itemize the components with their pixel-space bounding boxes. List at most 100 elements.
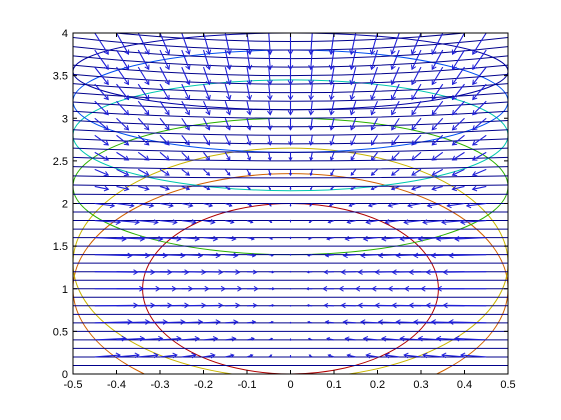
y-axis-ticks: 0 0.5 1 1.5 2 2.5 3 3.5 4 (53, 28, 508, 381)
quiver-arrow (361, 321, 378, 324)
quiver-arrow (181, 168, 190, 176)
quiver-arrow (330, 118, 335, 130)
quiver-arrow-head (288, 157, 293, 162)
quiver-arrow-head (451, 79, 457, 86)
quiver-arrow (350, 49, 357, 70)
quiver-arrow-head (390, 186, 396, 191)
quiver-arrow (325, 321, 335, 324)
quiver-arrow (159, 237, 181, 240)
quiver-arrow-head (144, 185, 150, 192)
quiver-arrow-head (103, 125, 109, 131)
quiver-arrow-head (430, 319, 436, 325)
quiver-arrow-head (350, 156, 355, 161)
quiver-arrow-head (233, 319, 239, 326)
quiver-arrow-head (144, 64, 150, 71)
quiver-arrow (116, 117, 129, 131)
quiver-arrow-head (451, 64, 457, 71)
quiver-arrow-head (308, 110, 314, 116)
quiver-arrow-head (109, 202, 116, 209)
quiver-arrow (371, 135, 378, 146)
quiver-arrow-head (340, 269, 346, 275)
quiver-arrow-head (287, 49, 294, 56)
quiver-arrow-head (226, 64, 232, 71)
quiver-arrow (94, 168, 109, 176)
quiver-arrow-head (164, 125, 170, 131)
quiver-arrow-head (377, 252, 384, 259)
quiver-arrow (246, 118, 251, 130)
quiver-arrow (268, 118, 271, 130)
quiver-arrow-head (411, 64, 417, 71)
quiver-arrow-head (370, 79, 376, 86)
quiver-arrow-head (326, 236, 330, 241)
x-tick-label: -0.1 (238, 379, 257, 391)
quiver-arrow-head (365, 352, 371, 359)
quiver-arrow-head (164, 140, 170, 146)
quiver-arrow (431, 100, 444, 115)
quiver-arrow (203, 337, 218, 341)
quiver-arrow (181, 33, 190, 55)
quiver-dot (289, 322, 292, 324)
quiver-arrow-head (431, 155, 437, 161)
quiver-arrow-head (185, 171, 191, 176)
quiver-arrow (246, 84, 251, 100)
quiver-arrow (472, 66, 487, 85)
quiver-arrow-head (233, 252, 239, 259)
quiver-arrow-head (472, 125, 478, 131)
quiver-arrow (116, 354, 140, 358)
quiver-arrow (203, 135, 210, 146)
quiver-arrow (361, 254, 378, 257)
quiver-arrow (116, 202, 134, 207)
quiver-arrow-head (103, 49, 109, 55)
quiver-arrow-head (329, 110, 335, 116)
quiver-arrow-head (271, 254, 274, 257)
quiver-arrow (159, 151, 170, 161)
quiver-arrow-head (362, 235, 369, 242)
quiver-arrow-head (307, 237, 311, 240)
quiver-arrow (431, 66, 444, 85)
quiver-arrow (391, 185, 400, 190)
quiver-arrow-head (357, 269, 363, 275)
quiver-arrow (381, 237, 400, 240)
quiver-arrow (94, 66, 109, 85)
quiver-arrow-head (451, 49, 457, 55)
quiver-arrow-head (381, 335, 387, 342)
x-tick-label: -0.3 (151, 379, 170, 391)
quiver-arrow-head (249, 203, 253, 207)
quiver-arrow-head (411, 186, 416, 191)
quiver-arrow-head (228, 203, 233, 207)
quiver-arrow-head (235, 302, 241, 309)
quiver-arrow (268, 84, 271, 100)
quiver-arrow-head (158, 335, 164, 342)
quiver-arrow (159, 321, 185, 324)
quiver-arrow (452, 100, 465, 116)
quiver-arrow-head (442, 302, 448, 309)
quiver-arrow (370, 83, 379, 100)
quiver-arrow (407, 202, 422, 207)
quiver-arrow-head (252, 269, 258, 275)
quiver-arrow (138, 254, 167, 257)
quiver-arrow-head (431, 79, 437, 86)
quiver-arrow-head (246, 94, 253, 101)
quiver-arrow-head (448, 319, 454, 325)
quiver-arrow-head (328, 79, 335, 86)
quiver-arrow-head (134, 219, 140, 225)
quiver-arrow (224, 135, 231, 146)
quiver-arrow-head (410, 49, 417, 56)
quiver-arrow (452, 117, 465, 131)
quiver-arrow-head (342, 252, 348, 259)
quiver-arrow-head (252, 303, 258, 308)
quiver-arrow-head (307, 254, 310, 257)
quiver-arrow-head (205, 109, 211, 116)
quiver-arrow-head (435, 236, 442, 242)
quiver-arrow-head (231, 336, 237, 342)
quiver-arrow (378, 321, 400, 324)
quiver-dot (289, 219, 292, 222)
quiver-arrow (203, 152, 210, 161)
quiver-arrow (181, 49, 190, 70)
quiver-arrow (411, 117, 422, 131)
quiver-arrow (181, 100, 190, 115)
quiver-arrow (310, 84, 313, 100)
quiver-arrow-head (164, 64, 170, 71)
quiver-arrow (391, 117, 400, 131)
x-tick-label: -0.5 (64, 379, 83, 391)
